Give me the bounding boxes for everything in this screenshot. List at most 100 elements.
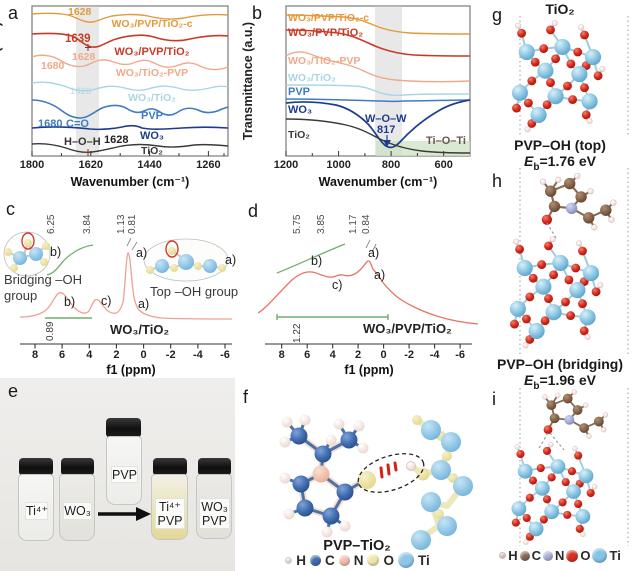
curve-tio2 [31, 143, 229, 153]
legend-c: C [324, 552, 335, 568]
x-tick-800: 800 [381, 159, 401, 171]
series-label-wo3-tio2: WO₃/TiO₂ [128, 92, 176, 104]
carbonyl-oxygen [358, 471, 376, 489]
ti-atom-dot [592, 548, 608, 563]
peak-shift-0-81: 0.81 [127, 214, 138, 234]
bridging-oh-caption-line2: group [4, 288, 38, 303]
curve-wo3-tio2 [285, 84, 470, 97]
series-label-wo3: WO₃ [288, 104, 313, 116]
peak-connector-ticks [126, 237, 138, 251]
eb-symbol: E [524, 372, 534, 388]
panel-f-letter: f [243, 387, 249, 407]
panel-e-letter: e [8, 381, 19, 401]
curve-wo3-pvp-tio2 [285, 29, 471, 57]
model-title: PVP–TiO₂ [323, 538, 391, 554]
x-axis-title-c: f1 (ppm) [106, 363, 156, 377]
integral-value: 1.22 [292, 323, 303, 343]
atom-legend-f: H C N O Ti [255, 552, 460, 568]
annotation-c-o: C=O [66, 118, 89, 130]
pvp-molecule-ball-stick [279, 414, 376, 538]
peak-letter-a-top: a) [368, 246, 380, 260]
x-tick-1620: 1620 [78, 159, 104, 171]
vial-label: WO₃ PVP [199, 498, 230, 529]
x-tick-1200: 1200 [273, 159, 299, 171]
x-tick-4: 4 [329, 349, 336, 361]
integration-baseline [276, 314, 389, 320]
peak-tick-marks-a [85, 44, 91, 156]
annotation-ti-o-ti: Ti–O–Ti [426, 135, 466, 147]
atom-legend-i: H C N O Ti [480, 548, 640, 563]
vial-label-line2: PVP [157, 514, 183, 529]
panel-f: f [235, 378, 480, 571]
annotation-1628-salmon: 1628 [72, 51, 96, 63]
top-oh-highlight-circle [165, 240, 179, 258]
x-tick-neg4: -4 [429, 349, 440, 361]
panel-d: d 5.75 3.85 1.17 0.84 1.22 b) c) [240, 196, 480, 378]
x-axis-d [265, 343, 472, 349]
annotation-1639: 1639 [65, 33, 91, 45]
annotation-w-o-w: W–O–W [365, 113, 407, 125]
surface-hydrogen [406, 461, 416, 471]
panel-b-letter: b [252, 3, 263, 23]
sample-label-d: WO₃/PVP/TiO₂ [363, 321, 452, 336]
series-label-pvp: PVP [140, 110, 163, 122]
vial-label: Ti⁴⁺ [25, 502, 48, 520]
vial-label-line1: WO₃ [201, 500, 228, 514]
annotation-1680-blue: 1680 [38, 118, 63, 130]
x-tick-neg4: -4 [193, 349, 203, 361]
right-column: TiO₂ g PVP–OH (top) Eb=1.76 eV h PVP–OH … [480, 0, 640, 571]
x-tick-600: 600 [434, 159, 453, 171]
ftir-plot-b [285, 5, 471, 157]
panel-e: e Ti⁴⁺ WO₃ PVP Ti⁴⁺ PVP [0, 378, 235, 571]
curve-pvp [285, 98, 471, 103]
legend-c: C [531, 548, 541, 563]
peak-letter-a-shoulder: a) [374, 268, 386, 282]
pvp-oh-bridging-structure [510, 388, 629, 546]
peak-letter-a-shoulder: a) [138, 297, 150, 311]
legend-o: O [580, 548, 591, 563]
eb-subscript: b [533, 380, 540, 392]
bridging-oh-highlight-circle [21, 232, 35, 250]
vial-cap [19, 458, 53, 475]
curve-wo3-pvp-tio2-c [31, 12, 229, 23]
series-label-wo3-tio2: WO₃/TiO₂ [288, 72, 336, 84]
x-tick-8: 8 [278, 349, 285, 361]
inset-right-label: a) [225, 253, 237, 267]
x-axis-ticks-b [285, 151, 445, 156]
curve-wo3-tio2-pvp [31, 54, 229, 71]
legend-h: H [296, 552, 306, 568]
series-label-wo3-tio2-pvp: WO₃/TiO₂-PVP [288, 55, 361, 67]
vial-cap [198, 458, 231, 475]
nmr-curve-d [257, 260, 479, 325]
x-axis-c [20, 343, 232, 349]
x-tick-2: 2 [113, 349, 120, 361]
vial-label: PVP [111, 466, 138, 483]
vial-label-line2: PVP [201, 514, 227, 529]
n-atom-dot [338, 554, 350, 566]
inset-top-oh [143, 238, 229, 282]
panel-i-letter: i [492, 389, 496, 409]
curve-wo3 [285, 99, 471, 149]
vial-cap [61, 458, 94, 475]
c-atom-dot [519, 550, 530, 561]
x-tick-1800: 1800 [19, 159, 45, 171]
peak-letter-b: b) [64, 295, 76, 309]
peak-letter-c: c) [332, 278, 343, 292]
sample-label-c: WO₃/TiO₂ [110, 322, 170, 337]
x-tick-4: 4 [86, 349, 93, 361]
panel-a: a Transmittance (a.u.) [0, 0, 248, 196]
panel-c-letter: c [6, 199, 15, 219]
curve-pvp [31, 99, 229, 119]
nmr-plot-c [3, 231, 233, 349]
peak-shift-5-75: 5.75 [292, 214, 303, 234]
curve-wo3-tio2-pvp [285, 51, 471, 83]
vial-label-text: PVP [112, 468, 138, 482]
annotation-817: 817 [377, 124, 396, 136]
x-tick-neg2: -2 [165, 349, 176, 361]
curve-tio2 [285, 118, 471, 154]
vial-label: Ti⁴⁺ PVP [155, 498, 185, 529]
top-oh-caption: Top –OH group [150, 284, 239, 299]
pvp-tio2-model [279, 414, 473, 550]
inset-left-label: b) [50, 245, 62, 259]
h-atom-dot [499, 552, 507, 559]
